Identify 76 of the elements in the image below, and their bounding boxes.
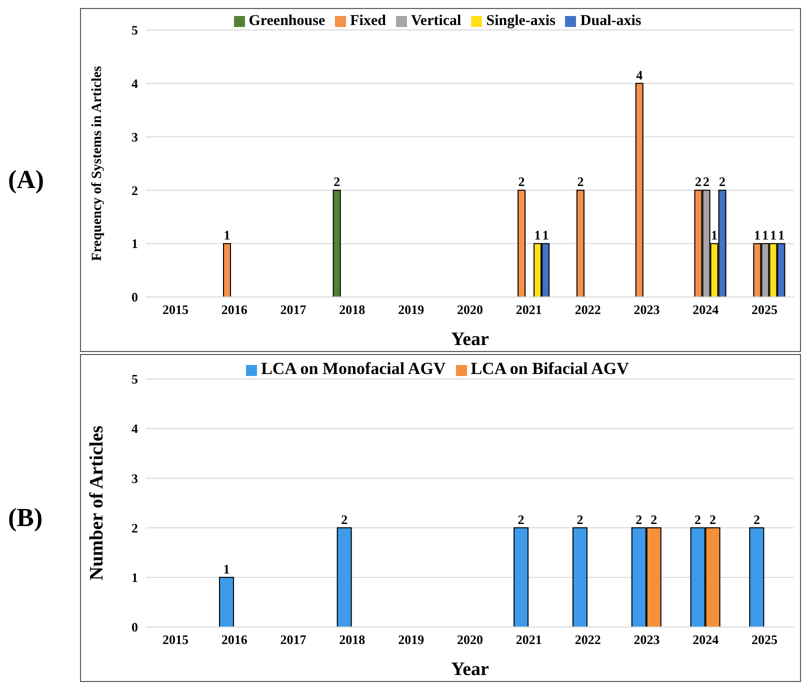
y-axis-title: Frequency of Systems in Articles bbox=[90, 65, 105, 261]
legend-label: Single-axis bbox=[486, 13, 556, 29]
x-tick-label: 2021 bbox=[516, 632, 542, 648]
x-tick-label: 2015 bbox=[162, 632, 189, 648]
y-tick-label: 4 bbox=[132, 76, 138, 92]
x-tick-label: 2023 bbox=[634, 632, 660, 648]
x-axis-title: Year bbox=[451, 329, 490, 350]
x-tick-label: 2015 bbox=[162, 302, 189, 318]
data-label: 2 bbox=[636, 512, 642, 527]
data-label: 2 bbox=[694, 512, 702, 527]
text: (B) bbox=[8, 503, 44, 533]
legend-label: Fixed bbox=[350, 13, 386, 29]
data-label: 1 bbox=[770, 228, 776, 243]
data-label: 2 bbox=[577, 174, 584, 190]
data-label: 2 bbox=[695, 174, 702, 190]
y-tick-label: 1 bbox=[132, 236, 138, 252]
x-tick-label: 2024 bbox=[692, 632, 720, 648]
y-tick-label: 1 bbox=[132, 570, 138, 586]
x-tick-label: 2016 bbox=[221, 302, 248, 318]
y-tick-label: 3 bbox=[132, 470, 138, 486]
x-tick-label: 2019 bbox=[398, 302, 425, 318]
x-tick-label: 2016 bbox=[221, 632, 248, 648]
data-label: 2 bbox=[518, 174, 525, 190]
y-tick-label: 4 bbox=[132, 421, 138, 436]
data-label: 1 bbox=[754, 228, 760, 243]
y-axis-title: Number of Articles bbox=[86, 426, 108, 580]
data-label: 1 bbox=[711, 228, 718, 243]
data-label: 2 bbox=[703, 174, 710, 190]
x-tick-label: 2020 bbox=[457, 302, 483, 318]
x-tick-label: 2024 bbox=[692, 302, 720, 318]
bar bbox=[635, 82, 644, 297]
data-label: 2 bbox=[650, 512, 658, 527]
data-label: 1 bbox=[542, 228, 549, 243]
y-tick-label: 2 bbox=[132, 520, 138, 536]
data-label: 1 bbox=[534, 228, 541, 243]
data-label: 1 bbox=[224, 228, 230, 243]
y-tick-label: 5 bbox=[132, 22, 138, 38]
x-tick-label: 2020 bbox=[457, 632, 483, 648]
y-tick-label: 0 bbox=[132, 620, 138, 635]
legend-label: LCA on Monofacial AGV bbox=[261, 359, 446, 378]
data-label: 1 bbox=[778, 228, 784, 243]
data-label: 2 bbox=[334, 174, 340, 190]
x-tick-label: 2023 bbox=[634, 302, 660, 318]
y-tick-label: 2 bbox=[132, 182, 138, 198]
data-label: 2 bbox=[518, 512, 524, 527]
x-axis-title: Year bbox=[451, 659, 490, 680]
data-label: 2 bbox=[341, 512, 348, 527]
x-tick-label: 2021 bbox=[516, 302, 542, 318]
data-label: 2 bbox=[753, 512, 760, 527]
data-label: 4 bbox=[636, 67, 644, 82]
legend-label: Greenhouse bbox=[248, 13, 326, 29]
y-tick-label: 3 bbox=[132, 129, 138, 144]
legend-label: LCA on Bifacial AGV bbox=[470, 359, 629, 378]
x-tick-label: 2025 bbox=[752, 632, 778, 648]
data-label: 2 bbox=[719, 174, 726, 190]
x-tick-label: 2025 bbox=[752, 302, 778, 318]
x-tick-label: 2017 bbox=[280, 632, 307, 648]
bar bbox=[223, 243, 232, 297]
data-label: 2 bbox=[576, 512, 584, 527]
data-label: 1 bbox=[762, 228, 768, 243]
bar bbox=[518, 190, 526, 297]
x-tick-label: 2022 bbox=[574, 302, 601, 318]
legend-label: Dual-axis bbox=[580, 13, 642, 29]
x-tick-label: 2017 bbox=[280, 302, 307, 318]
text: (A) bbox=[8, 165, 46, 195]
data-label: 2 bbox=[710, 512, 716, 527]
bar bbox=[576, 190, 584, 297]
x-tick-label: 2022 bbox=[574, 632, 601, 648]
data-label: 1 bbox=[223, 561, 230, 576]
y-tick-label: 5 bbox=[132, 372, 138, 387]
x-tick-label: 2018 bbox=[339, 302, 366, 318]
x-tick-label: 2019 bbox=[398, 632, 425, 648]
legend-label: Vertical bbox=[410, 13, 462, 29]
y-tick-label: 0 bbox=[132, 290, 138, 305]
x-tick-label: 2018 bbox=[339, 632, 366, 648]
bar bbox=[332, 190, 341, 297]
